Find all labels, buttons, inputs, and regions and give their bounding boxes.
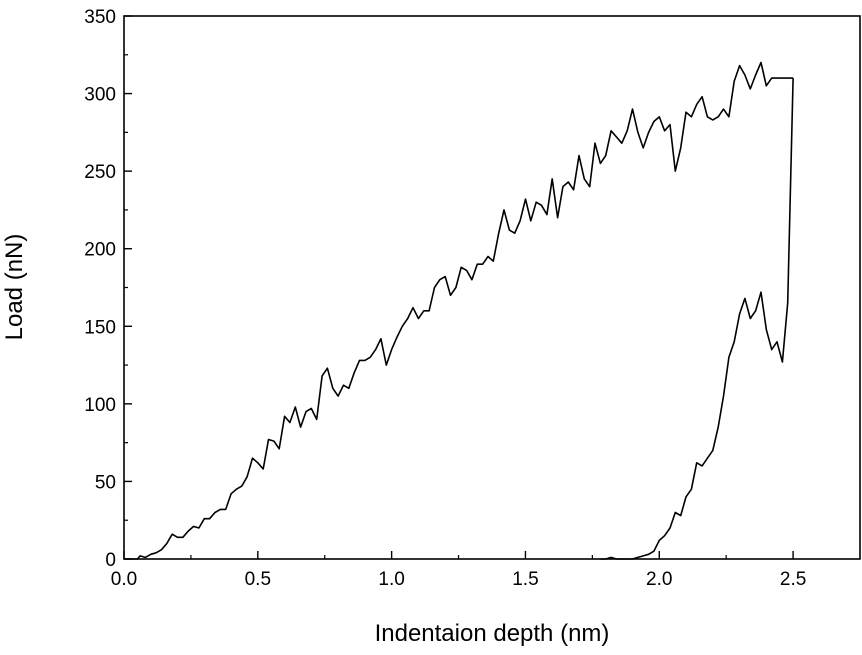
plot-frame [123,15,861,560]
x-tick-label: 1.0 [378,569,404,590]
x-tick-label: 2.0 [646,569,672,590]
y-tick-label: 250 [84,162,116,183]
x-tick-label: 1.5 [512,569,538,590]
y-tick-label: 300 [84,85,116,106]
x-axis: 0.0 0.5 1.0 1.5 2.0 2.5 [111,551,806,590]
y-tick-label: 150 [84,317,116,338]
x-tick-label: 0.5 [245,569,271,590]
unloading-curve-line [600,78,794,560]
series-layer [124,61,794,560]
x-tick-label: 0.0 [111,569,137,590]
loading-curve-line [124,61,794,560]
y-tick-label: 350 [84,7,116,28]
y-tick-label: 50 [95,472,116,493]
x-axis-title: Indentaion depth (nm) [375,620,610,647]
y-tick-label: 0 [105,550,116,571]
y-tick-label: 100 [84,395,116,416]
y-axis-title: Load (nN) [1,234,28,341]
y-axis: 0 50 100 150 200 250 300 350 [84,7,132,571]
y-tick-label: 200 [84,240,116,261]
x-tick-label: 2.5 [780,569,806,590]
